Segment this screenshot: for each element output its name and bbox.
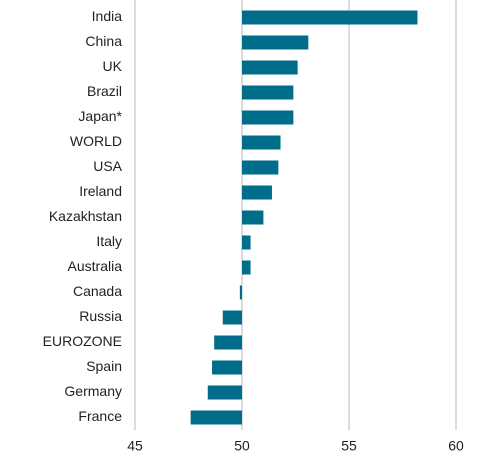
y-tick-label: Brazil bbox=[87, 83, 122, 99]
y-tick-label: India bbox=[92, 8, 123, 24]
bar bbox=[242, 35, 309, 50]
y-tick-label: Australia bbox=[68, 258, 123, 274]
bar bbox=[242, 185, 272, 200]
bar bbox=[222, 310, 242, 325]
bar bbox=[242, 10, 418, 25]
bar bbox=[242, 110, 294, 125]
bar bbox=[214, 335, 242, 350]
bar bbox=[242, 135, 281, 150]
y-tick-label: USA bbox=[93, 158, 122, 174]
x-tick-label: 55 bbox=[341, 438, 357, 454]
y-tick-label: WORLD bbox=[70, 133, 122, 149]
y-tick-label: EUROZONE bbox=[43, 333, 122, 349]
bar bbox=[242, 85, 294, 100]
bar bbox=[242, 210, 264, 225]
y-tick-label: Canada bbox=[73, 283, 122, 299]
x-tick-label: 60 bbox=[448, 438, 464, 454]
bar bbox=[242, 160, 279, 175]
y-tick-label: China bbox=[85, 33, 122, 49]
bar bbox=[239, 285, 242, 300]
bar bbox=[242, 260, 251, 275]
bar bbox=[207, 385, 242, 400]
y-tick-label: Russia bbox=[79, 308, 122, 324]
y-tick-label: France bbox=[78, 408, 122, 424]
y-tick-label: Kazakhstan bbox=[49, 208, 122, 224]
y-tick-label: Italy bbox=[96, 233, 122, 249]
bar bbox=[242, 60, 298, 75]
y-tick-label: UK bbox=[103, 58, 123, 74]
bar bbox=[190, 410, 242, 425]
bar bbox=[242, 235, 251, 250]
y-tick-label: Ireland bbox=[79, 183, 122, 199]
x-tick-label: 45 bbox=[127, 438, 143, 454]
bar bbox=[212, 360, 242, 375]
y-tick-label: Japan* bbox=[78, 108, 122, 124]
y-tick-label: Germany bbox=[64, 383, 122, 399]
y-tick-label: Spain bbox=[86, 358, 122, 374]
x-tick-label: 50 bbox=[234, 438, 250, 454]
